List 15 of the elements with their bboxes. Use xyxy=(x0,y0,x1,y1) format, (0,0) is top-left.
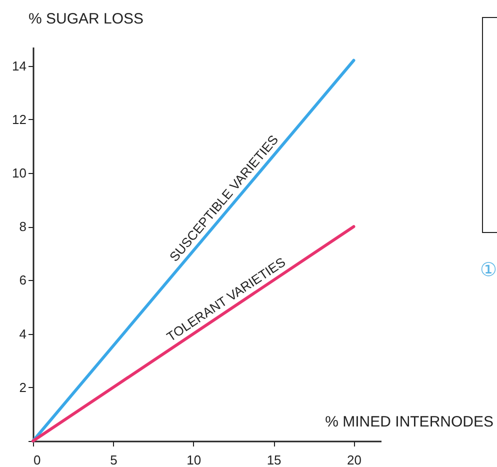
y-tick-label: 2 xyxy=(19,380,26,395)
text: ① xyxy=(480,259,497,282)
y-tick-label: 10 xyxy=(12,165,26,180)
y-axis-title: % SUGAR LOSS xyxy=(28,10,144,28)
y-tick-label: 14 xyxy=(12,58,26,74)
x-axis-title: % MINED INTERNODES xyxy=(325,414,494,430)
x-tick-label: 10 xyxy=(186,452,202,467)
x-tick-label: 20 xyxy=(347,452,362,467)
y-tick-label: 12 xyxy=(12,112,26,127)
x-tick-label: 15 xyxy=(266,452,282,467)
x-tick-label: 5 xyxy=(110,452,118,467)
x-tick-label: 0 xyxy=(34,452,41,467)
y-tick-label: 4 xyxy=(19,326,26,342)
y-tick-label: 8 xyxy=(19,219,26,234)
y-tick-label: 6 xyxy=(19,272,26,288)
